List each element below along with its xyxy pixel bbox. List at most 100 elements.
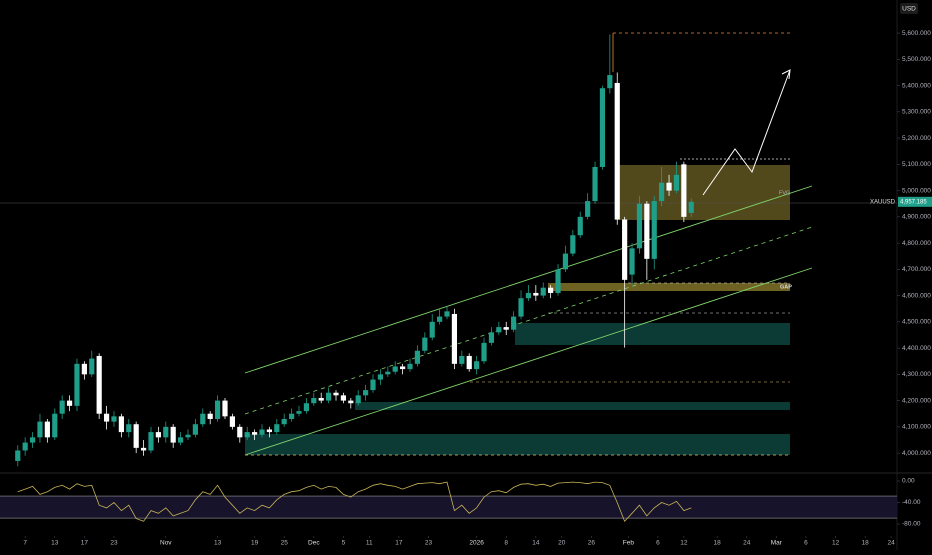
x-tick-label: 25 [281,540,289,547]
channel-line [244,267,813,456]
candle-body [126,424,132,433]
candle-body [15,450,21,461]
candle-body [659,182,665,202]
candle-body [451,313,458,364]
y-tick-label: 4,200.000 [902,397,931,404]
candle-body [133,424,139,448]
y-tick-label: 4,600.000 [902,292,931,299]
gap-zone [548,283,790,291]
candle-body [29,437,36,443]
candle-body [244,432,250,438]
candle-body [66,400,73,406]
candle-body [303,403,309,412]
candle-body [666,182,672,191]
candle-body [385,371,391,375]
x-tick-label: 13 [214,540,222,547]
y-tick-label: 5,600.000 [902,30,931,37]
candles [15,34,694,467]
x-tick-label: 8 [504,540,508,547]
x-tick-label: 6 [804,540,808,547]
candle-body [44,421,50,438]
candle-body [525,292,532,299]
osc-y-tick-label: -40.00 [902,499,921,506]
x-tick-label: 19 [251,540,259,547]
candle-body [540,287,546,296]
candle-body [59,400,65,414]
oscillator-pane: 0.00 -40.00 -80.00 [0,478,921,528]
y-tick-label: 4,700.000 [902,266,931,273]
candle-body [459,355,465,364]
y-tick-label: 4,000.000 [902,450,931,457]
currency-label[interactable]: USD [902,6,916,13]
candle-body [437,316,443,322]
currency-box[interactable] [900,3,918,14]
x-tick-label: 11 [366,540,373,547]
x-tick-label: 18 [862,540,870,547]
candle-body [422,337,428,351]
candle-body [511,316,517,330]
x-tick-label: 12 [680,540,688,547]
candle-body [52,413,58,438]
y-tick-label: 4,300.000 [902,371,931,378]
candle-body [444,311,450,317]
candle-body [148,432,154,451]
oscillator-line [17,481,692,523]
candle-body [185,434,191,438]
candle-body [392,366,398,372]
candle-body [81,363,87,375]
x-tick-label: 5 [342,540,346,547]
y-tick-label: 4,100.000 [902,424,931,431]
x-tick-label: 13 [51,540,59,547]
candle-body [333,392,339,396]
candle-body [348,400,354,404]
candle-body [74,363,80,406]
x-tick-label: 6 [656,540,660,547]
candle-body [562,253,569,270]
candle-body [214,400,221,419]
candle-body [585,201,591,217]
candle-body [155,432,161,438]
candle-body [688,201,694,213]
candle-body [599,88,606,167]
candle-body [163,426,169,438]
candle-body [170,426,176,443]
x-tick-label: 24 [887,540,895,547]
y-tick-label: 4,400.000 [902,345,931,352]
candle-body [622,219,628,280]
y-tick-label: 5,500.000 [902,56,931,63]
candle-body [266,429,272,433]
last-price-box [898,196,932,207]
candle-body [229,416,235,427]
x-tick-label: 23 [110,540,118,547]
x-tick-label: 12 [832,540,840,547]
candle-body [377,374,384,380]
fvg-label: FVG [779,190,790,196]
x-tick-label: 2026 [469,540,484,547]
candle-body [274,424,280,433]
candle-body [474,361,480,370]
candle-body [607,75,613,89]
last-price-label: 4,957.185 [900,199,927,205]
candle-body [533,292,539,296]
candle-body [252,432,258,435]
candle-body [37,421,43,438]
channel-mid [244,226,813,415]
candle-body [237,426,243,438]
candle-body [222,400,228,417]
candle-body [318,397,324,401]
candle-body [636,203,643,249]
candle-body [326,392,332,401]
candle-body [96,355,102,414]
candle-body [488,332,495,343]
demand-zone [355,402,790,410]
candle-body [496,327,502,333]
candle-body [407,363,413,370]
x-tick-label: 17 [81,540,89,547]
x-tick-label: Mar [771,540,783,547]
x-tick-label: 18 [714,540,722,547]
candle-body [355,395,361,404]
candle-body [192,424,198,435]
channel-line [244,185,813,374]
candle-body [644,203,650,259]
